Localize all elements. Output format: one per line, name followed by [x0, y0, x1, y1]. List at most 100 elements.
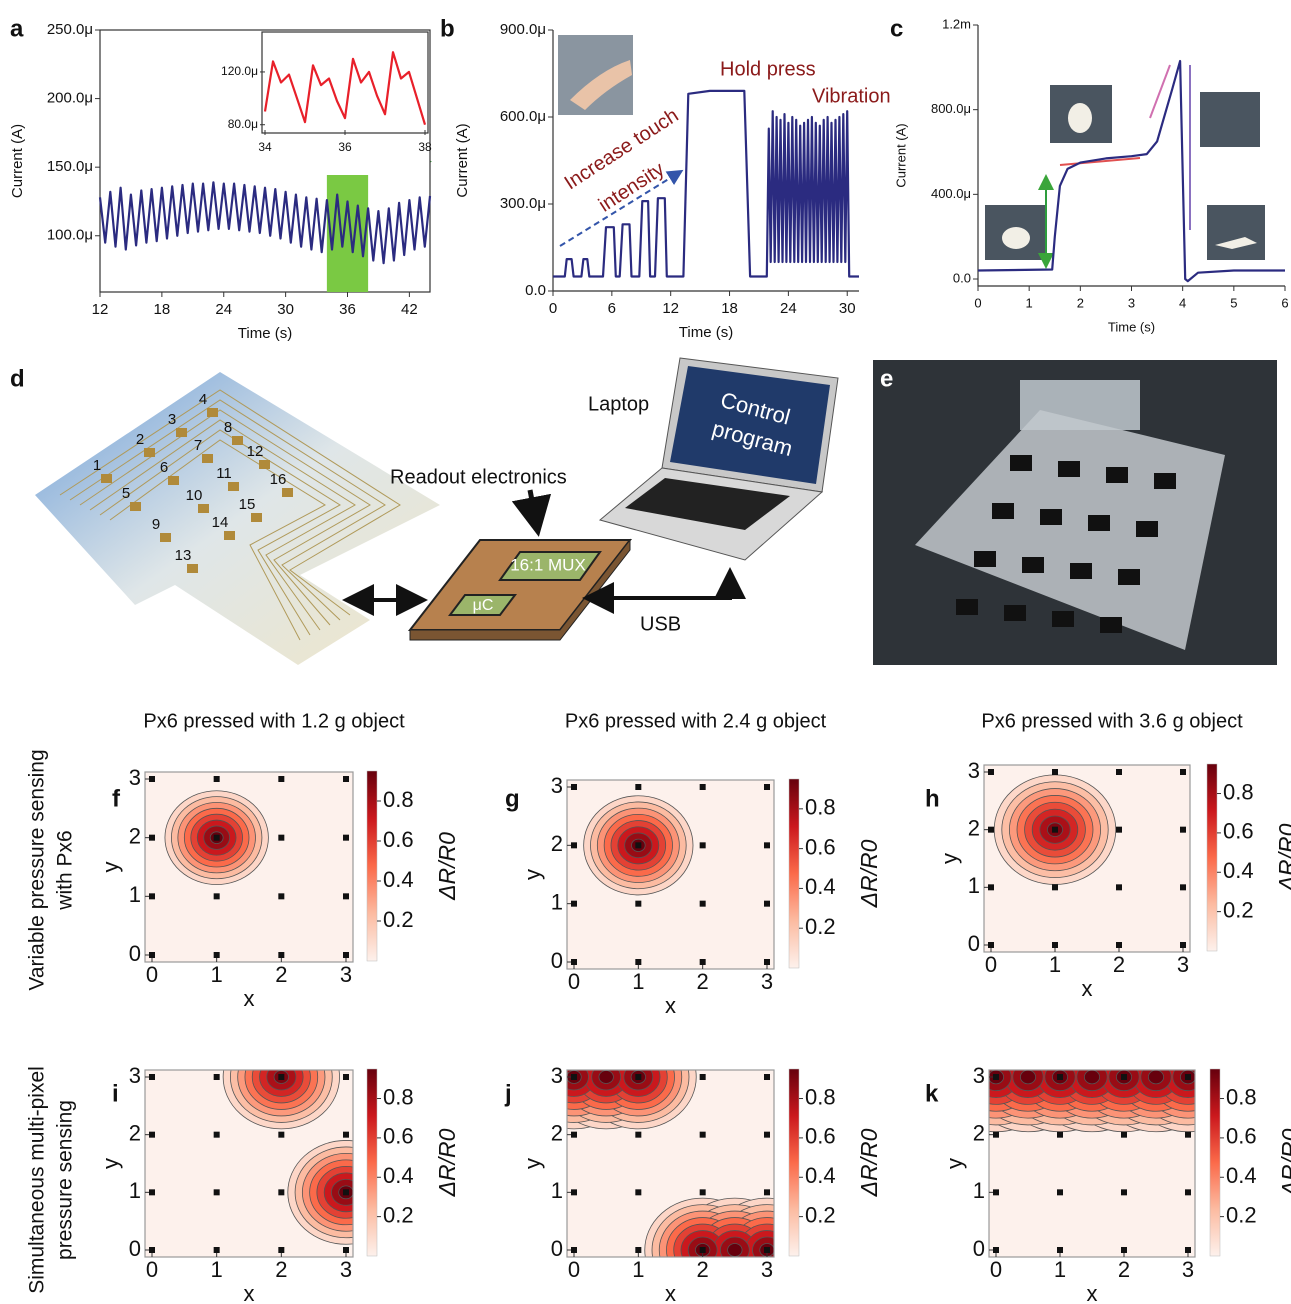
y-tick-label: 900.0μ: [500, 21, 546, 38]
pixel: [1040, 509, 1062, 525]
panel-label: i: [112, 1080, 119, 1107]
x-tick-label: 0: [146, 962, 158, 987]
x-tick-label: 1: [211, 1257, 223, 1282]
pixel: [160, 533, 171, 542]
electrode: [571, 842, 577, 848]
electrode: [1052, 827, 1058, 833]
pixel: [251, 513, 262, 522]
egg: [1068, 103, 1092, 133]
y-tick-label: 250.0μ: [47, 21, 93, 38]
pixel: [207, 408, 218, 417]
y-tick-label: 3: [129, 765, 141, 790]
y-tick-label: 800.0μ: [931, 101, 971, 116]
electrode: [1185, 1247, 1191, 1253]
pixel: [1154, 473, 1176, 489]
y-tick-label: 1.2m: [942, 16, 971, 31]
y-tick-label: 2: [551, 1120, 563, 1145]
pixel-label: 7: [194, 437, 202, 454]
y-tick-label: 0.0: [953, 270, 971, 285]
x-tick-label: 18: [721, 300, 738, 317]
colorbar-label: ΔR/R0: [856, 1128, 882, 1197]
x-tick-label: 2: [275, 962, 287, 987]
arrow: [530, 490, 537, 527]
electrode: [988, 884, 994, 890]
electrode: [700, 1189, 706, 1195]
arrow: [590, 575, 730, 598]
colorbar-tick-label: 0.4: [805, 874, 836, 899]
colorbar-tick-label: 0.2: [1226, 1202, 1257, 1227]
pixel-label: 10: [186, 487, 203, 504]
x-tick-label: 2: [1113, 952, 1125, 977]
electrode: [149, 1189, 155, 1195]
contour-level: [599, 1071, 613, 1084]
electrode: [1052, 884, 1058, 890]
electrode: [278, 1247, 284, 1253]
pixel-label: 11: [216, 465, 232, 482]
x-tick-label: 38: [418, 140, 432, 154]
panel-label: f: [112, 785, 121, 812]
electrode: [635, 1247, 641, 1253]
x-tick-label: 24: [780, 300, 797, 317]
colorbar-tick-label: 0.8: [805, 1084, 836, 1109]
colorbar-tick-label: 0.6: [383, 1124, 414, 1149]
pixel: [1106, 467, 1128, 483]
y-tick-label: 2: [973, 1120, 985, 1145]
electrode: [1116, 769, 1122, 775]
x-tick-label: 4: [1179, 295, 1186, 310]
y-tick-label: 3: [968, 758, 980, 783]
colorbar-tick-label: 0.4: [383, 867, 414, 892]
pixel-label: 5: [122, 485, 130, 502]
x-tick-label: 0: [990, 1257, 1002, 1282]
pixel-label: 12: [247, 443, 264, 460]
pixel: [1058, 461, 1080, 477]
x-tick-label: 1: [632, 1257, 644, 1282]
colorbar-tick-label: 0.8: [1226, 1084, 1257, 1109]
electrode: [214, 1132, 220, 1138]
photo-egg: [1200, 92, 1260, 147]
electrode: [571, 784, 577, 790]
pixel: [992, 503, 1014, 519]
electrode: [700, 1074, 706, 1080]
y-axis-label: y: [942, 1158, 967, 1169]
x-tick-label: 0: [568, 1257, 580, 1282]
electrode: [343, 1247, 349, 1253]
pixel: [1100, 617, 1122, 633]
pixel: [224, 531, 235, 540]
electrode: [635, 1074, 641, 1080]
pixel-label: 13: [175, 547, 192, 564]
electrode: [1185, 1132, 1191, 1138]
row-label: Simultaneous multi-pixel: [26, 1066, 49, 1294]
panel-label: b: [440, 15, 455, 42]
colorbar: [789, 1069, 799, 1256]
electrode: [1116, 942, 1122, 948]
pixel: [1052, 611, 1074, 627]
electrode: [1057, 1247, 1063, 1253]
pixel: [259, 460, 270, 469]
electrode: [988, 827, 994, 833]
y-tick-label: 3: [551, 773, 563, 798]
colorbar-tick-label: 0.6: [383, 827, 414, 852]
electrode: [343, 1074, 349, 1080]
electrode: [700, 1132, 706, 1138]
electrode: [700, 1247, 706, 1253]
row-label: with Px6: [54, 830, 77, 910]
x-tick-label: 1: [1049, 952, 1061, 977]
electrode: [149, 1247, 155, 1253]
electrode: [764, 1247, 770, 1253]
row-label: Variable pressure sensing: [26, 749, 49, 990]
electrode: [1121, 1132, 1127, 1138]
electrode: [149, 952, 155, 958]
electrode: [993, 1189, 999, 1195]
sensor-sheet: [35, 372, 440, 665]
y-axis-label: y: [937, 853, 962, 864]
x-tick-label: 3: [761, 969, 773, 994]
y-axis-label: y: [520, 869, 545, 880]
colorbar-tick-label: 0.8: [1223, 779, 1254, 804]
x-tick-label: 1: [211, 962, 223, 987]
pixel-label: 6: [160, 459, 168, 476]
x-axis-label: x: [1087, 1281, 1098, 1304]
y-tick-label: 1: [968, 873, 980, 898]
x-tick-label: 2: [1077, 295, 1084, 310]
electrode: [1180, 942, 1186, 948]
y-tick-label: 0: [968, 931, 980, 956]
